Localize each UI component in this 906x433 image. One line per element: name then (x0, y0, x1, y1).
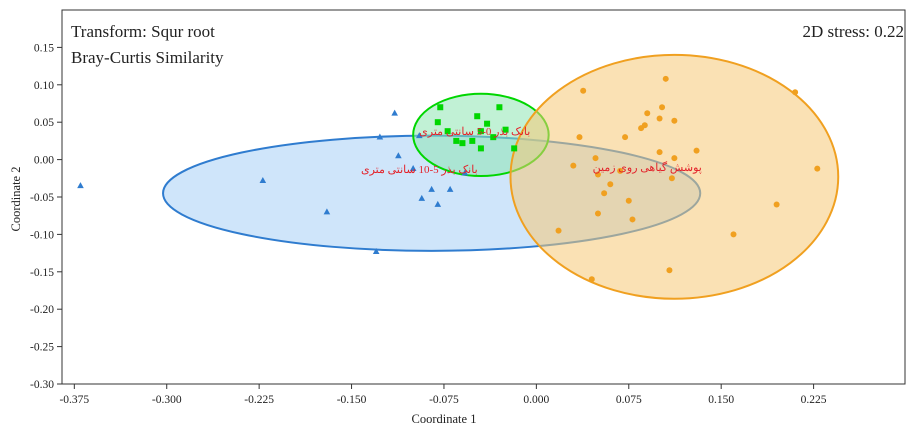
x-tick-label: -0.075 (429, 394, 459, 406)
circle-marker (592, 155, 599, 162)
circle-marker (659, 104, 666, 111)
x-tick-label: -0.375 (59, 394, 89, 406)
circle-marker (629, 216, 636, 223)
circle-marker (607, 181, 614, 188)
circle-marker (644, 110, 651, 117)
y-tick-label: 0.00 (34, 155, 54, 167)
square-marker (469, 137, 476, 144)
circle-marker (622, 134, 629, 141)
square-marker (437, 104, 444, 111)
triangle-marker (376, 133, 384, 140)
y-tick-label: -0.05 (30, 192, 54, 204)
y-tick-label: -0.15 (30, 267, 54, 279)
circle-marker (671, 155, 678, 162)
triangle-marker (416, 132, 423, 139)
circle-marker (617, 167, 624, 174)
circle-marker (656, 115, 663, 122)
triangle-marker (259, 176, 267, 183)
circle-marker (601, 190, 608, 197)
circle-marker (666, 267, 673, 274)
x-tick-label: -0.225 (244, 394, 274, 406)
circle-marker (730, 231, 737, 238)
ellipse-layer (162, 53, 840, 300)
square-marker (477, 145, 484, 152)
group-label-layer: بانک بذر 5-10 سانتی متری بانک بذر 0-5 سان… (361, 126, 702, 176)
triangle-marker (461, 169, 469, 176)
circle-marker (656, 149, 663, 156)
y-tick-label: -0.20 (30, 304, 54, 316)
y-tick-label: -0.30 (30, 379, 54, 391)
square-marker (502, 126, 509, 133)
triangle-marker (446, 185, 454, 192)
circle-marker (594, 210, 601, 217)
circle-marker (570, 162, 577, 169)
y-tick-label: -0.25 (30, 342, 54, 354)
x-axis-ticks: -0.375 -0.300 -0.225 -0.150 -0.075 0.000 0.075… (59, 384, 827, 406)
x-tick-label: 0.075 (616, 394, 642, 406)
square-marker (511, 145, 518, 152)
y-axis-title: Coordinate 2 (9, 167, 23, 232)
square-marker (484, 120, 491, 127)
transform-annotation: Transform: Squr root (71, 22, 215, 41)
triangle-marker (323, 208, 331, 215)
x-tick-label: -0.300 (152, 394, 182, 406)
circle-marker (625, 197, 632, 204)
square-marker (490, 134, 497, 141)
triangle-marker (409, 164, 417, 171)
y-axis-ticks: 0.15 0.10 0.05 0.00 -0.05 -0.10 -0.15 -0.20 -0.2… (30, 42, 62, 391)
square-marker (477, 128, 484, 135)
x-tick-label: -0.150 (337, 394, 367, 406)
circle-marker (576, 134, 583, 141)
circle-marker (588, 276, 595, 283)
square-marker (434, 119, 441, 126)
square-marker (453, 137, 460, 144)
square-marker (474, 113, 481, 120)
triangle-marker (391, 109, 398, 116)
x-tick-label: 0.000 (523, 394, 549, 406)
y-tick-label: 0.15 (34, 42, 54, 54)
circle-marker (580, 87, 587, 94)
square-marker (459, 140, 466, 147)
x-axis-title: Coordinate 1 (412, 412, 477, 426)
circle-marker (814, 165, 821, 172)
group-label: بانک بذر 5-10 سانتی متری (361, 164, 478, 176)
group-label: پوشش گیاهی روی زمین (593, 161, 702, 174)
y-tick-label: -0.10 (30, 229, 54, 241)
x-tick-label: 0.225 (801, 394, 827, 406)
triangle-marker (395, 152, 402, 159)
triangle-marker (428, 185, 435, 192)
circle-marker (662, 75, 669, 82)
circle-marker (555, 227, 562, 234)
y-tick-label: 0.05 (34, 117, 54, 129)
triangle-marker (372, 248, 380, 255)
y-tick-label: 0.10 (34, 80, 54, 92)
triangle-marker (77, 182, 84, 189)
square-marker (444, 128, 451, 135)
circle-marker (693, 147, 700, 154)
square-marker (496, 104, 503, 111)
circle-marker (641, 122, 648, 129)
circle-marker (792, 89, 799, 96)
marker-layer (77, 75, 821, 283)
circle-marker (773, 201, 780, 208)
circle-marker (671, 117, 678, 124)
circle-marker (594, 171, 601, 178)
triangle-marker (418, 194, 426, 201)
circle-marker (668, 175, 675, 182)
triangle-marker (434, 200, 442, 207)
group-label: بانک بذر 0-5 سانتی متری (419, 126, 530, 138)
stress-annotation: 2D stress: 0.22 (802, 22, 904, 41)
similarity-annotation: Bray-Curtis Similarity (71, 48, 224, 67)
x-tick-label: 0.150 (708, 394, 734, 406)
